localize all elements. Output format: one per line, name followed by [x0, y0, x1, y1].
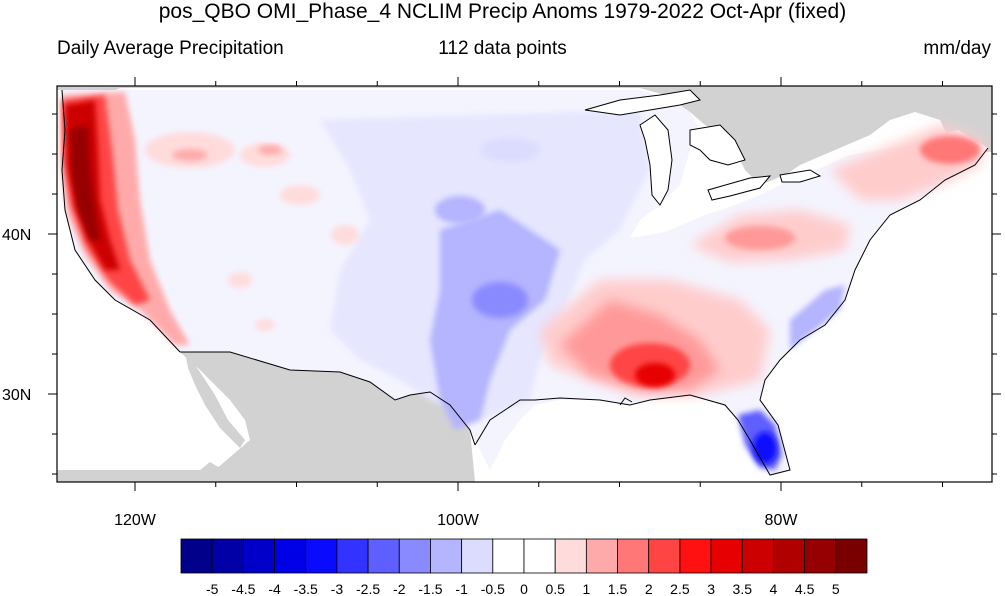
colorbar-tick-label: -3: [331, 581, 344, 596]
colorbar-tick-label: 4: [770, 581, 778, 596]
colorbar-swatch: [617, 538, 650, 574]
colorbar-tick-label: 2.5: [670, 581, 690, 596]
colorbar-swatch: [461, 538, 494, 574]
lat-label-30n: 30N: [2, 387, 31, 404]
colorbar-tick-label: -1: [455, 581, 468, 596]
colorbar-swatch: [274, 538, 307, 574]
subtitle-right: mm/day: [923, 38, 991, 59]
canada-land-mask: [57, 86, 992, 185]
colorbar-tick-label: -1.5: [418, 581, 442, 596]
colorbar-swatch: [242, 538, 275, 574]
lon-label-120w: 120W: [114, 512, 157, 529]
axis-ticks: [48, 77, 1001, 491]
colorbar-tick-label: 0.5: [545, 581, 565, 596]
colorbar-swatch: [492, 538, 525, 574]
colorbar-swatch: [648, 538, 681, 574]
colorbar-swatch: [710, 538, 743, 574]
colorbar-tick-label: 0: [520, 581, 528, 596]
great-lakes: [584, 89, 822, 206]
colorbar-swatch: [367, 538, 400, 574]
mexico-land-mask: [57, 352, 475, 482]
colorbar-swatch: [336, 538, 369, 574]
colorbar-tick-label: -3.5: [294, 581, 318, 596]
colorbar-swatch: [773, 538, 806, 574]
colorbar-swatch: [554, 538, 587, 574]
colorbar-swatch: [211, 538, 244, 574]
colorbar-swatch: [741, 538, 774, 574]
colorbar-tick-label: 1.5: [608, 581, 628, 596]
colorbar-swatch: [804, 538, 837, 574]
colorbar-tick-label: -4.5: [231, 581, 255, 596]
colorbar-swatch: [585, 538, 618, 574]
map-title: pos_QBO OMI_Phase_4 NCLIM Precip Anoms 1…: [158, 0, 847, 23]
colorbar-tick-label: 2: [645, 581, 653, 596]
colorbar-swatch: [835, 538, 868, 574]
colorbar-tick-label: -4: [268, 581, 281, 596]
colorbar-swatch: [430, 538, 463, 574]
anomaly-fill-layer: [62, 92, 985, 470]
subtitle-center: 112 data points: [438, 38, 567, 59]
lon-label-100w: 100W: [437, 512, 480, 529]
lon-label-80w: 80W: [765, 512, 799, 529]
colorbar-tick-label: -0.5: [481, 581, 505, 596]
colorbar-tick-label: -5: [206, 581, 219, 596]
colorbar-tick-label: -2.5: [356, 581, 380, 596]
colorbar-tick-label: 3.5: [733, 581, 753, 596]
map-frame: [56, 85, 993, 483]
colorbar-swatch: [180, 538, 213, 574]
colorbar-swatch: [523, 538, 556, 574]
map-plot-area: [57, 86, 992, 482]
coastline-borders: [61, 89, 989, 476]
colorbar-labels: -5 -4.5 -4 -3.5 -3 -2.5 -2 -1.5 -1 -0.5 0 0.5 1 1.5 2 2…: [206, 581, 840, 596]
colorbar-tick-label: 5: [832, 581, 840, 596]
colorbar-tick-label: 1: [582, 581, 590, 596]
lat-label-40n: 40N: [2, 227, 31, 244]
colorbar: [180, 538, 868, 574]
colorbar-swatch: [398, 538, 431, 574]
colorbar-tick-label: 4.5: [795, 581, 815, 596]
colorbar-tick-label: 3: [707, 581, 715, 596]
colorbar-swatch: [305, 538, 338, 574]
baja-land-mask: [185, 352, 245, 448]
colorbar-tick-label: -2: [393, 581, 406, 596]
subtitle-left: Daily Average Precipitation: [57, 38, 284, 59]
colorbar-swatch: [679, 538, 712, 574]
